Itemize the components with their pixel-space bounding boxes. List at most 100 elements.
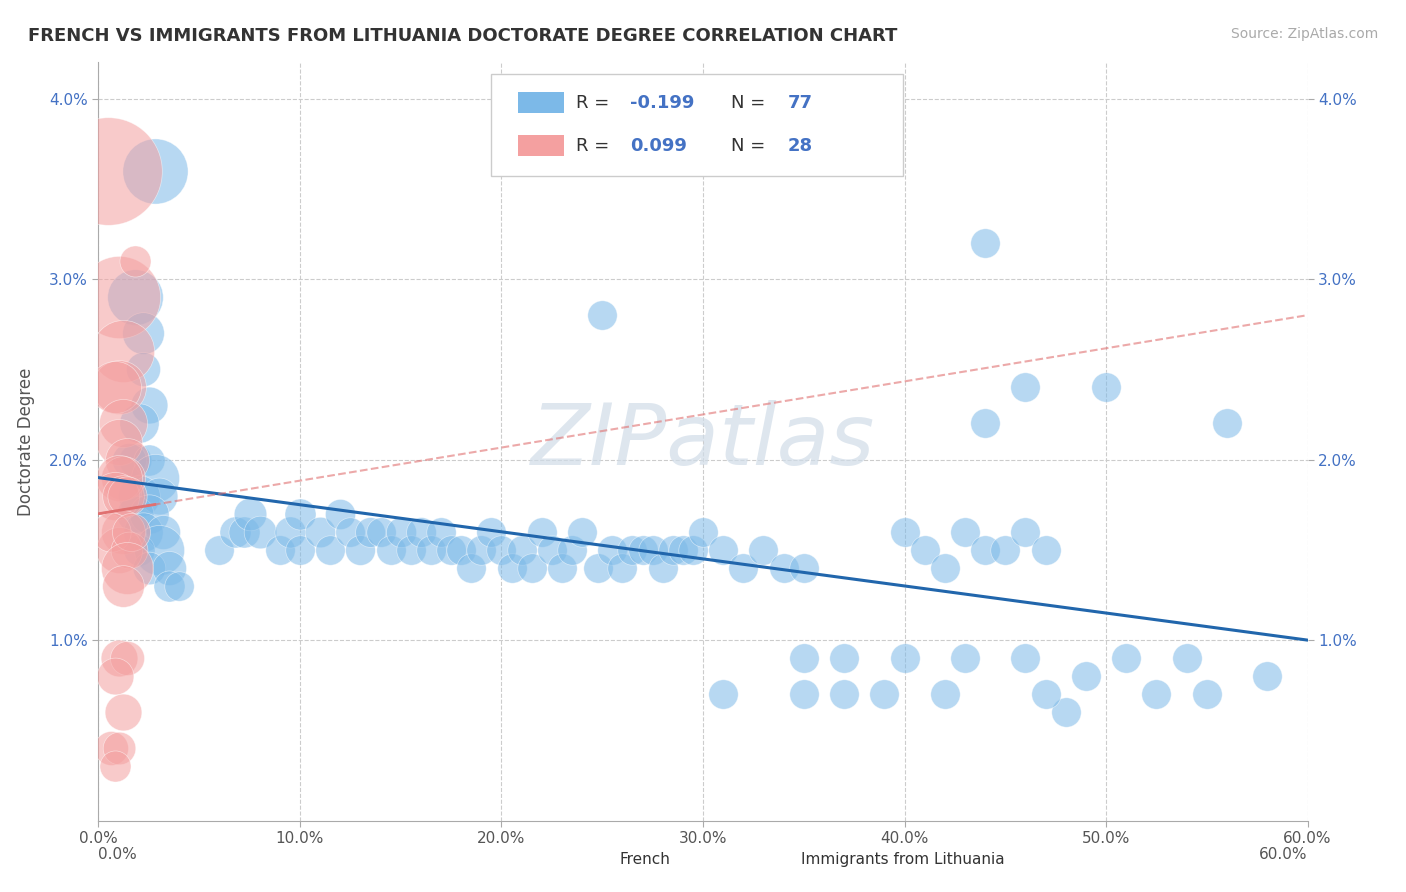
Point — [1014, 651, 1036, 665]
Point — [100, 524, 122, 539]
Point — [450, 542, 472, 557]
Point — [934, 687, 956, 701]
Point — [288, 507, 311, 521]
Point — [974, 417, 997, 431]
Point — [118, 452, 141, 467]
Point — [953, 651, 976, 665]
Point — [682, 542, 704, 557]
Point — [561, 542, 583, 557]
Point — [733, 561, 755, 575]
Point — [107, 290, 129, 304]
Point — [157, 561, 180, 575]
Point — [111, 706, 134, 720]
Point — [115, 452, 138, 467]
Point — [124, 290, 146, 304]
Point — [278, 524, 301, 539]
Text: 0.0%: 0.0% — [98, 847, 138, 863]
Point — [118, 542, 141, 557]
Point — [111, 524, 134, 539]
Point — [994, 542, 1017, 557]
Point — [124, 507, 146, 521]
Point — [107, 434, 129, 449]
Point — [132, 524, 155, 539]
Point — [349, 542, 371, 557]
Point — [249, 524, 271, 539]
Point — [103, 669, 125, 683]
Point — [107, 741, 129, 756]
Text: French: French — [620, 852, 671, 867]
FancyBboxPatch shape — [582, 853, 610, 866]
Point — [339, 524, 361, 539]
Point — [224, 524, 246, 539]
Point — [953, 524, 976, 539]
Point — [409, 524, 432, 539]
Point — [772, 561, 794, 575]
Point — [97, 163, 120, 178]
FancyBboxPatch shape — [517, 136, 564, 156]
Point — [120, 524, 142, 539]
Point — [1216, 417, 1239, 431]
Point — [873, 687, 896, 701]
Point — [269, 542, 291, 557]
Point — [460, 561, 482, 575]
Point — [641, 542, 664, 557]
Point — [571, 524, 593, 539]
Point — [1115, 651, 1137, 665]
Point — [143, 163, 166, 178]
FancyBboxPatch shape — [492, 74, 903, 177]
Point — [138, 561, 160, 575]
FancyBboxPatch shape — [763, 853, 792, 866]
Text: 0.099: 0.099 — [630, 136, 688, 155]
Point — [661, 542, 683, 557]
Point — [124, 452, 146, 467]
Text: R =: R = — [576, 94, 614, 112]
Point — [329, 507, 352, 521]
Point — [111, 417, 134, 431]
Point — [389, 524, 412, 539]
Point — [1014, 524, 1036, 539]
Point — [103, 380, 125, 394]
Point — [591, 308, 613, 322]
Point — [309, 524, 332, 539]
Point — [481, 524, 503, 539]
Point — [128, 417, 150, 431]
Point — [510, 542, 533, 557]
Point — [208, 542, 231, 557]
Point — [914, 542, 936, 557]
Point — [124, 254, 146, 268]
Point — [832, 687, 855, 701]
Point — [711, 687, 734, 701]
Point — [1095, 380, 1118, 394]
Text: N =: N = — [731, 136, 770, 155]
Point — [103, 489, 125, 503]
Point — [319, 542, 342, 557]
Point — [288, 542, 311, 557]
Point — [1014, 380, 1036, 394]
Point — [752, 542, 775, 557]
Point — [157, 579, 180, 593]
Point — [491, 542, 513, 557]
Text: 60.0%: 60.0% — [1260, 847, 1308, 863]
Point — [232, 524, 254, 539]
Point — [103, 759, 125, 773]
Point — [107, 380, 129, 394]
Point — [148, 542, 170, 557]
Point — [111, 344, 134, 359]
Point — [148, 489, 170, 503]
Point — [152, 524, 174, 539]
Point — [111, 489, 134, 503]
Point — [111, 579, 134, 593]
Point — [586, 561, 609, 575]
Point — [115, 651, 138, 665]
Point — [520, 561, 543, 575]
Point — [711, 542, 734, 557]
Point — [115, 489, 138, 503]
Point — [974, 235, 997, 250]
Text: 28: 28 — [787, 136, 813, 155]
Point — [1256, 669, 1278, 683]
Point — [631, 542, 654, 557]
Point — [239, 507, 262, 521]
Point — [793, 687, 815, 701]
Point — [501, 561, 523, 575]
Text: ZIPatlas: ZIPatlas — [531, 400, 875, 483]
